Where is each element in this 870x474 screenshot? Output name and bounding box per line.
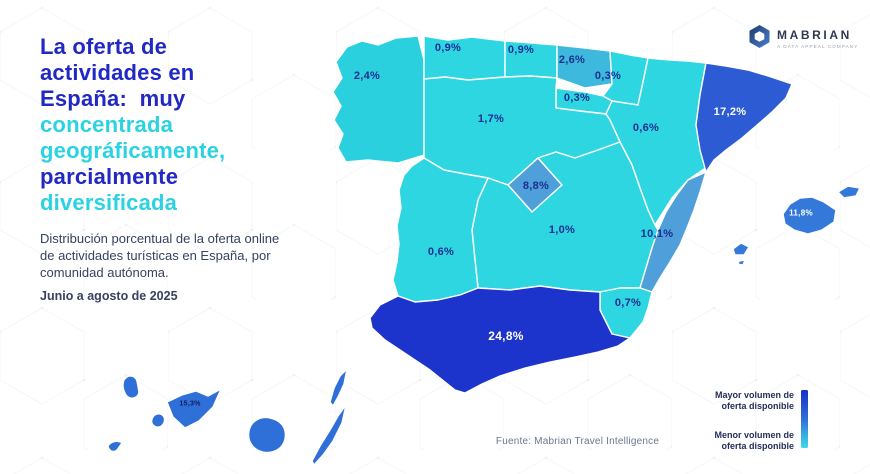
island-fuerteventura [311,404,347,466]
island-la-gomera [150,413,166,428]
title-line-1: La oferta de [40,34,168,59]
label-pais-vasco: 2,6% [558,54,586,66]
label-valencia: 10,1% [640,228,674,240]
label-cataluna: 17,2% [713,106,747,118]
mabrian-logo: MABRIAN A DATA APPEAL COMPANY [748,24,858,49]
title-line-5: geográficamente, [40,138,226,163]
island-gran-canaria [247,416,287,454]
label-castilla-y-leon: 1,7% [477,113,505,125]
island-ibiza [732,242,750,256]
label-murcia: 0,7% [614,297,642,309]
region-galicia [332,35,425,164]
title-line-6: parcialmente [40,164,179,189]
label-baleares: 11,8% [789,208,813,218]
label-canarias: 15,3% [179,400,201,408]
island-el-hierro [107,440,123,453]
label-asturias: 0,9% [434,42,462,54]
title-line-7: diversificada [40,190,178,215]
island-lanzarote [329,368,348,407]
island-formentera [737,259,746,266]
label-castilla-la-mancha: 1,0% [548,224,576,236]
label-la-rioja: 0,3% [563,92,591,104]
label-galicia: 2,4% [353,70,381,82]
intro-block: La oferta de actividades en España: muy … [40,34,302,303]
island-la-palma [122,375,140,399]
island-mallorca [782,196,837,235]
source-text: Fuente: Mabrian Travel Intelligence [495,436,660,447]
title-line-3: España: muy [40,86,186,111]
label-cantabria: 0,9% [507,44,535,56]
label-extremadura: 0,6% [427,246,455,258]
subtitle: Distribución porcentual de la oferta onl… [40,231,280,280]
logo-tagline: A DATA APPEAL COMPANY [777,44,859,49]
title-line-2: actividades en [40,60,195,85]
legend-low-label: Menor volumen de oferta disponible [714,430,794,451]
logo-text: MABRIAN A DATA APPEAL COMPANY [777,24,858,49]
page-title: La oferta de actividades en España: muy … [40,34,302,216]
logo-brand: MABRIAN [777,28,852,42]
label-navarra: 0,3% [594,70,622,82]
legend-high-label: Mayor volumen de oferta disponible [714,390,794,411]
label-andalucia: 24,8% [488,329,524,343]
island-menorca [837,185,861,199]
region-cataluna [695,62,793,173]
region-andalucia [369,285,631,394]
legend-gradient-bar [801,390,808,448]
period-text: Junio a agosto de 2025 [40,289,178,303]
label-aragon: 0,6% [632,122,660,134]
title-line-4: concentrada [40,112,174,137]
hexagon-logo-icon [749,25,770,48]
label-madrid: 8,8% [522,180,550,192]
island-tenerife [166,388,222,429]
